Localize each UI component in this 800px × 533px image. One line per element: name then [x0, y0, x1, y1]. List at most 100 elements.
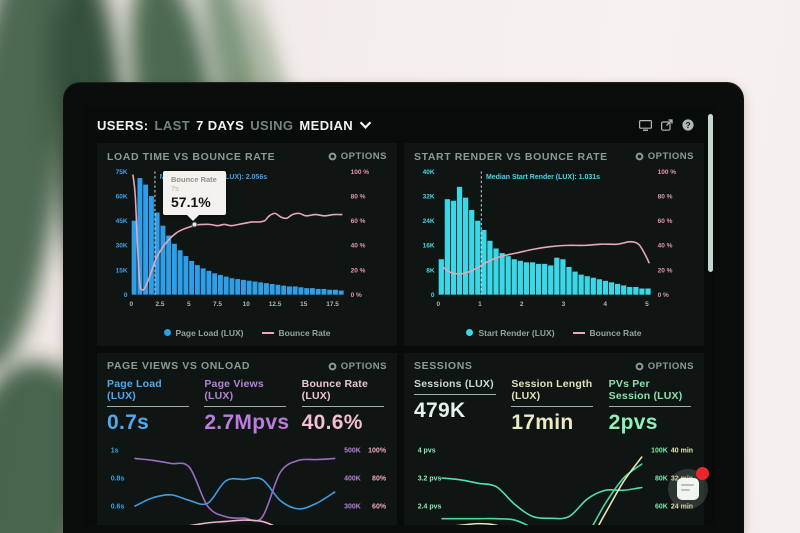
svg-text:60 %: 60 % [658, 218, 673, 225]
metric-pvs-per-session: PVs Per Session (LUX) 2pvs [608, 377, 694, 435]
svg-text:400K: 400K [344, 475, 361, 482]
legend-label: Bounce Rate [278, 327, 331, 338]
metric-bounce-rate: Bounce Rate (LUX) 40.6% [301, 378, 387, 435]
svg-text:40 min: 40 min [671, 447, 693, 454]
svg-text:45K: 45K [116, 218, 128, 225]
chevron-down-icon[interactable] [359, 121, 372, 129]
svg-text:0: 0 [431, 292, 435, 299]
svg-text:7.5: 7.5 [213, 301, 222, 308]
svg-text:Median Start Render (LUX): 1.0: Median Start Render (LUX): 1.031s [486, 174, 600, 181]
svg-text:100 %: 100 % [658, 169, 677, 176]
header-metric-label: MEDIAN [299, 117, 354, 133]
load-time-chart[interactable]: 75K 60K 45K 30K 15K 0 100 % 80 % 60 % 40 % 20 % 0 %… [107, 164, 387, 325]
svg-text:100K: 100K [651, 447, 668, 454]
metric-page-load: Page Load (LUX) 0.7s [107, 378, 192, 435]
svg-text:2: 2 [520, 301, 524, 308]
svg-text:15K: 15K [116, 267, 128, 274]
svg-text:3: 3 [562, 301, 566, 308]
metric-underline [204, 405, 287, 407]
laptop: USERS: LAST 7 DAYS USING MEDIAN [63, 82, 744, 533]
options-label: OPTIONS [647, 360, 694, 372]
pageviews-onload-chart[interactable]: 1s0.8s0.6s0.4s500K100%400K80%300K60%200K… [107, 437, 387, 525]
panel-grid: LOAD TIME VS BOUNCE RATE OPTIONS 75K 60K 4… [97, 143, 704, 525]
metric-sessions: Sessions (LUX) 479K [414, 378, 499, 435]
header-range-label: 7 DAYS [196, 117, 245, 133]
help-icon[interactable]: ? [682, 119, 694, 131]
svg-text:0: 0 [436, 301, 440, 308]
options-button[interactable]: OPTIONS [328, 151, 387, 162]
svg-text:60K: 60K [655, 503, 668, 510]
metric-label: PVs Per Session (LUX) [608, 377, 683, 402]
svg-text:10: 10 [243, 301, 251, 308]
legend-label: Page Load (LUX) [175, 327, 244, 338]
start-render-chart[interactable]: 40K 32K 24K 16K 8K 0 100 % 80 % 60 % 40 % 20 % 0 % 0… [414, 164, 694, 325]
svg-text:17.5: 17.5 [326, 301, 339, 308]
options-label: OPTIONS [340, 360, 387, 372]
svg-text:80 %: 80 % [351, 193, 366, 200]
svg-text:24 min: 24 min [671, 503, 693, 510]
tooltip-series-label: Bounce Rate [171, 175, 217, 184]
gear-icon [635, 152, 644, 161]
legend: Start Render (LUX) Bounce Rate [414, 326, 694, 340]
metric-underline [511, 405, 594, 407]
panel-title: SESSIONS [414, 360, 473, 373]
metric-page-views: Page Views (LUX) 2.7Mpvs [204, 378, 289, 435]
metric-session-length: Session Length (LUX) 17min [511, 378, 596, 435]
header-using-label: USING [250, 117, 294, 133]
svg-text:0.8s: 0.8s [111, 475, 125, 482]
chat-widget-button[interactable] [668, 467, 709, 509]
svg-text:500K: 500K [344, 447, 361, 454]
svg-text:60K: 60K [116, 193, 128, 200]
panel-pageviews: PAGE VIEWS VS ONLOAD OPTIONS Page Load (… [97, 352, 397, 525]
header-users-label: USERS: [97, 117, 149, 133]
metrics-row: Sessions (LUX) 479K Session Length (LUX)… [414, 378, 694, 435]
options-button[interactable]: OPTIONS [635, 151, 694, 162]
legend: Page Load (LUX) Bounce Rate [107, 326, 387, 340]
svg-text:24K: 24K [423, 218, 435, 225]
legend-dot-icon [466, 329, 474, 337]
display-icon[interactable] [639, 119, 652, 131]
metrics-row: Page Load (LUX) 0.7s Page Views (LUX) 2.… [107, 378, 387, 435]
svg-text:80K: 80K [655, 475, 668, 482]
svg-text:40K: 40K [423, 169, 435, 176]
panel-start-render: START RENDER VS BOUNCE RATE OPTIONS 40K 3… [404, 143, 704, 346]
svg-text:60%: 60% [372, 503, 387, 510]
notification-badge [696, 467, 709, 480]
svg-text:1s: 1s [111, 447, 119, 454]
legend-label: Bounce Rate [589, 327, 642, 338]
metric-label: Session Length (LUX) [511, 377, 593, 402]
svg-text:0 %: 0 % [351, 292, 362, 299]
metric-value: 17min [511, 410, 574, 434]
svg-text:0.6s: 0.6s [111, 503, 125, 510]
svg-text:0: 0 [129, 301, 133, 308]
scrollbar[interactable] [708, 114, 713, 272]
options-button[interactable]: OPTIONS [635, 361, 694, 372]
svg-text:2.5: 2.5 [155, 301, 164, 308]
header-icons: ? [639, 119, 704, 131]
options-label: OPTIONS [340, 151, 387, 162]
users-filter-dropdown[interactable]: USERS: LAST 7 DAYS USING MEDIAN [97, 118, 372, 133]
svg-text:20 %: 20 % [351, 267, 366, 274]
legend-item-start-render: Start Render (LUX) [466, 327, 555, 338]
svg-text:20 %: 20 % [658, 267, 673, 274]
metric-label: Page Load (LUX) [107, 377, 162, 402]
share-icon[interactable] [661, 119, 673, 131]
metric-value: 2pvs [608, 410, 658, 434]
svg-text:80 %: 80 % [658, 193, 673, 200]
svg-text:8K: 8K [426, 267, 435, 274]
metric-underline [414, 393, 496, 395]
panel-title: LOAD TIME VS BOUNCE RATE [107, 150, 276, 163]
legend-label: Start Render (LUX) [478, 327, 555, 338]
gear-icon [635, 362, 644, 370]
metric-underline [107, 405, 189, 407]
options-button[interactable]: OPTIONS [328, 361, 387, 372]
svg-text:80%: 80% [372, 475, 387, 482]
metric-value: 479K [414, 398, 466, 422]
svg-text:300K: 300K [344, 503, 361, 510]
svg-text:100%: 100% [368, 447, 387, 454]
tooltip-x-label: 7s [171, 184, 179, 193]
svg-text:100 %: 100 % [351, 169, 370, 176]
svg-text:3.2 pvs: 3.2 pvs [418, 475, 442, 482]
